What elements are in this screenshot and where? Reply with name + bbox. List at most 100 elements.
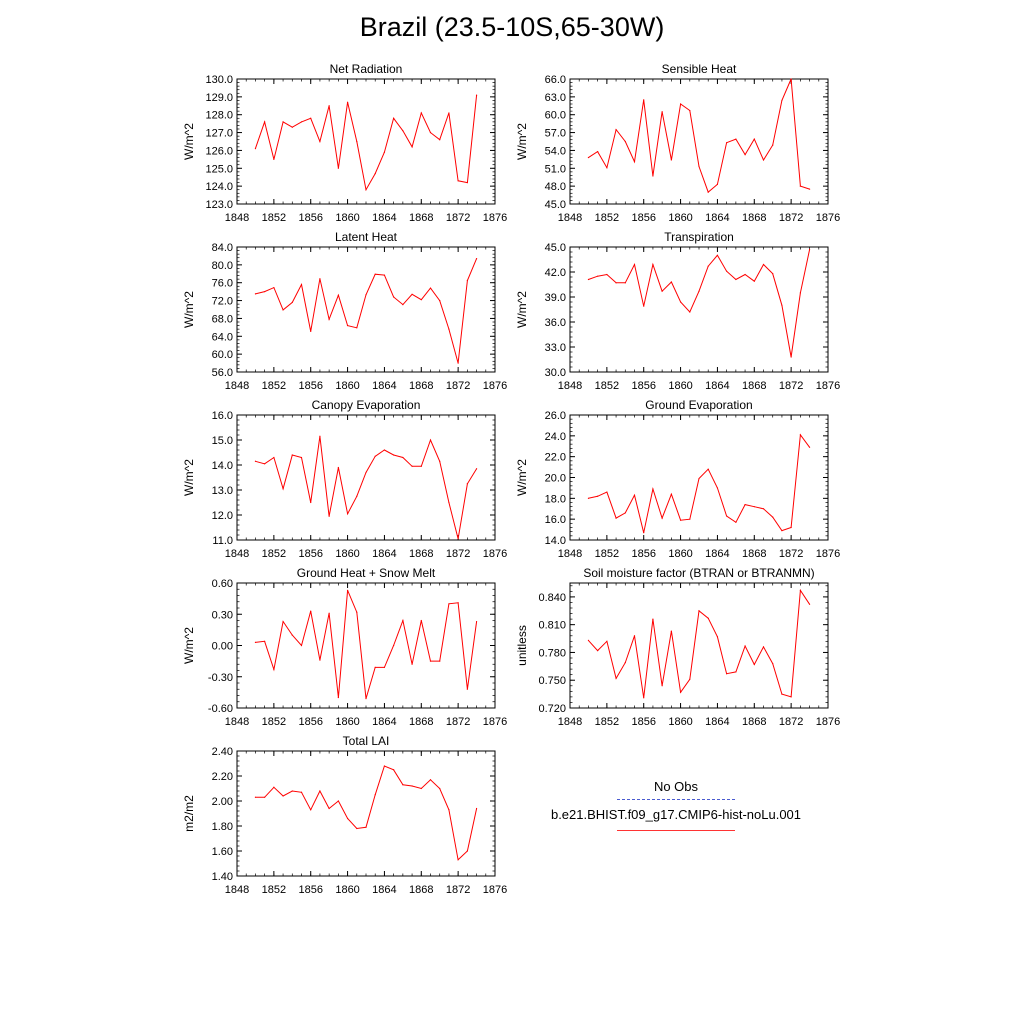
x-tick-label: 1856	[298, 380, 322, 392]
data-point	[337, 800, 339, 802]
chart-title: Ground Evaporation	[645, 398, 752, 412]
y-tick-label: 124.0	[205, 181, 233, 193]
data-point	[772, 662, 774, 665]
data-point	[457, 602, 459, 604]
y-tick-label: 14.0	[545, 535, 566, 547]
x-tick-label: 1872	[779, 212, 803, 224]
data-point	[393, 769, 395, 771]
data-point	[254, 148, 257, 150]
y-axis-label: W/m^2	[515, 459, 529, 496]
y-tick-label: 68.0	[212, 313, 233, 325]
x-tick-label: 1868	[409, 212, 433, 224]
data-point	[420, 112, 422, 114]
data-point	[808, 603, 811, 605]
chart-panel-6: Ground Heat + Snow Melt 1848 1852 1856 1860 1…	[182, 566, 507, 728]
data-point	[475, 94, 478, 96]
data-point	[633, 263, 636, 266]
y-tick-label: 14.0	[212, 460, 233, 472]
chart-title: Transpiration	[664, 230, 734, 244]
y-tick-label: 2.40	[212, 746, 233, 758]
series-line	[255, 258, 478, 364]
data-point	[679, 103, 682, 105]
data-point	[466, 688, 468, 690]
x-tick-label: 1868	[409, 884, 433, 896]
data-point	[356, 827, 358, 830]
data-point	[319, 278, 321, 280]
data-point	[383, 449, 386, 451]
data-point	[670, 159, 672, 161]
data-point	[264, 463, 266, 465]
data-point	[310, 117, 312, 119]
x-tick-label: 1864	[372, 380, 396, 392]
data-point	[439, 787, 441, 790]
data-point	[735, 671, 737, 673]
data-point	[300, 121, 303, 123]
plot-frame	[236, 414, 496, 541]
data-point	[781, 530, 783, 532]
data-point	[328, 318, 330, 320]
x-tick-label: 1868	[742, 716, 766, 728]
data-point	[291, 790, 293, 792]
data-point	[772, 516, 774, 518]
y-tick-label: 45.0	[545, 242, 566, 254]
data-point	[707, 191, 709, 193]
data-point	[670, 493, 672, 495]
y-tick-label: 84.0	[212, 242, 233, 254]
data-point	[273, 668, 275, 671]
data-point	[799, 292, 801, 294]
data-point	[393, 117, 395, 119]
data-point	[762, 263, 765, 266]
x-tick-label: 1876	[483, 716, 507, 728]
data-point	[698, 610, 700, 612]
data-point	[439, 460, 441, 462]
data-point	[762, 159, 765, 161]
y-tick-label: 24.0	[545, 431, 566, 443]
y-tick-label: 22.0	[545, 452, 566, 464]
y-axis-label: W/m^2	[182, 123, 196, 160]
data-point	[420, 787, 422, 790]
data-point	[319, 790, 321, 792]
data-point	[310, 809, 312, 811]
chart-title: Total LAI	[343, 734, 390, 748]
data-point	[300, 791, 303, 793]
y-tick-label: 18.0	[545, 493, 566, 505]
x-tick-label: 1848	[558, 380, 582, 392]
data-point	[254, 641, 257, 643]
data-point	[762, 508, 765, 510]
data-point	[310, 610, 312, 612]
x-tick-label: 1872	[779, 716, 803, 728]
data-point	[643, 532, 645, 534]
data-point	[411, 146, 413, 148]
x-tick-label: 1872	[446, 884, 470, 896]
x-tick-label: 1876	[483, 884, 507, 896]
data-point	[264, 121, 266, 123]
y-axis-label: W/m^2	[182, 459, 196, 496]
data-point	[661, 290, 663, 292]
y-axis-label: W/m^2	[182, 291, 196, 328]
data-point	[420, 299, 422, 301]
data-point	[429, 660, 432, 662]
data-point	[698, 290, 700, 292]
data-point	[402, 784, 404, 786]
data-point	[337, 696, 339, 699]
data-point	[291, 634, 293, 636]
data-point	[346, 324, 349, 327]
y-tick-label: 80.0	[212, 260, 233, 272]
x-tick-label: 1876	[816, 548, 840, 560]
data-point	[597, 151, 599, 153]
data-point	[282, 620, 284, 623]
y-tick-label: 11.0	[212, 535, 233, 547]
y-tick-label: 33.0	[545, 342, 566, 354]
data-point	[328, 612, 330, 614]
data-point	[781, 304, 783, 306]
data-point	[356, 327, 358, 329]
data-point	[597, 275, 599, 277]
plot-frame	[569, 78, 829, 205]
legend-model-line	[617, 830, 735, 831]
series-line	[255, 765, 478, 861]
data-point	[466, 850, 468, 852]
data-point	[633, 494, 636, 496]
x-tick-label: 1864	[372, 716, 396, 728]
data-point	[689, 311, 691, 313]
data-point	[319, 435, 321, 437]
